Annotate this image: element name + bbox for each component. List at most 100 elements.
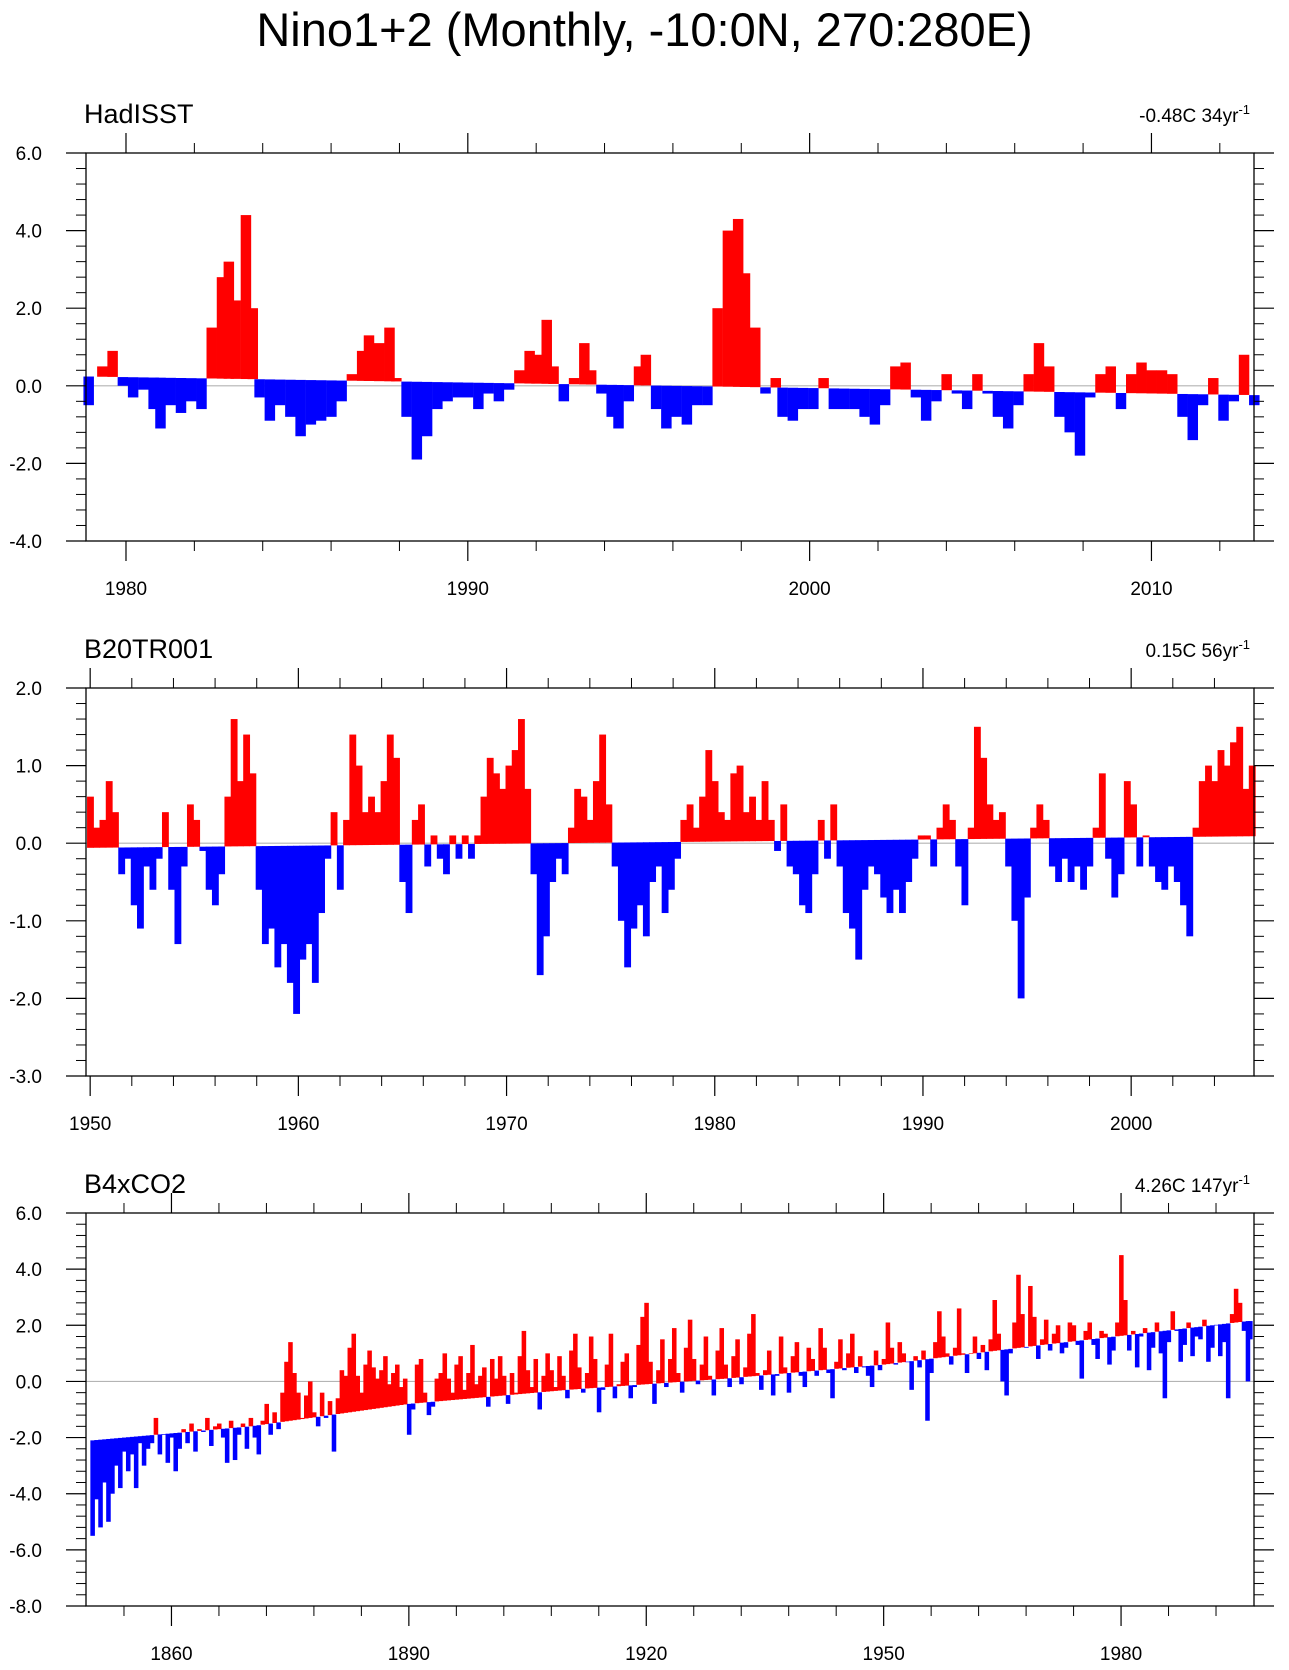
positive-anomaly-bar (719, 1328, 725, 1379)
positive-anomaly-bar (391, 1373, 396, 1407)
positive-anomaly-bar (889, 1347, 895, 1364)
negative-anomaly-bar (137, 1436, 143, 1444)
negative-anomaly-bar (232, 1427, 238, 1461)
negative-anomaly-bar (199, 846, 207, 851)
negative-anomaly-bar (874, 839, 881, 875)
negative-anomaly-bar (1158, 1331, 1164, 1354)
negative-anomaly-bar (254, 379, 265, 398)
positive-anomaly-bar (395, 1364, 400, 1406)
negative-anomaly-bar (691, 386, 703, 406)
positive-anomaly-bar (446, 1378, 451, 1401)
positive-anomaly-bar (205, 1417, 210, 1431)
negative-anomaly-bar (1107, 1337, 1112, 1365)
negative-anomaly-bar (118, 847, 126, 875)
positive-anomaly-bar (687, 1319, 693, 1382)
positive-anomaly-bar (1115, 1322, 1120, 1337)
positive-anomaly-bar (762, 1370, 768, 1376)
positive-anomaly-bar (374, 343, 385, 382)
negative-anomaly-bar (681, 386, 693, 425)
positive-anomaly-bar (230, 719, 238, 847)
negative-anomaly-bar (580, 1388, 586, 1393)
positive-anomaly-bar (213, 1426, 218, 1430)
y-tick-label: -8.0 (9, 1597, 42, 1618)
x-tick-label: 2010 (1130, 579, 1172, 600)
positive-anomaly-bar (636, 1344, 641, 1385)
positive-anomaly-bar (767, 819, 775, 842)
negative-anomaly-bar (1198, 1326, 1203, 1340)
x-tick-label: 2000 (1110, 1114, 1152, 1135)
negative-anomaly-bar (486, 1396, 491, 1407)
negative-anomaly-bar (917, 1360, 922, 1368)
x-tick-label: 1860 (150, 1644, 192, 1665)
panel-title: B20TR001 (84, 634, 213, 664)
negative-anomaly-bar (436, 844, 444, 859)
positive-anomaly-bar (442, 1353, 448, 1401)
y-tick-label: 4.0 (16, 222, 42, 243)
y-tick-label: 2.0 (16, 1316, 42, 1337)
negative-anomaly-bar (711, 1379, 717, 1396)
negative-anomaly-bar (1079, 1340, 1085, 1379)
positive-anomaly-bar (1233, 1288, 1239, 1323)
negative-anomaly-bar (331, 1414, 337, 1452)
negative-anomaly-bar (161, 1434, 167, 1435)
negative-anomaly-bar (1134, 1333, 1140, 1368)
negative-anomaly-bar (802, 1371, 808, 1388)
negative-anomaly-bar (175, 378, 187, 413)
negative-anomaly-bar (774, 1374, 780, 1376)
negative-anomaly-bar (920, 389, 932, 421)
positive-anomaly-bar (414, 1364, 420, 1404)
negative-anomaly-bar (948, 1356, 954, 1365)
positive-anomaly-bar (280, 1392, 285, 1422)
positive-anomaly-bar (1042, 819, 1050, 839)
negative-anomaly-bar (808, 388, 819, 410)
negative-anomaly-bar (1155, 837, 1162, 882)
positive-anomaly-bar (761, 781, 769, 842)
positive-anomaly-bar (605, 804, 613, 843)
positive-anomaly-bar (584, 1373, 590, 1389)
positive-anomaly-bar (216, 277, 228, 379)
x-tick-label: 1980 (105, 579, 147, 600)
negative-anomaly-bar (1061, 838, 1069, 859)
negative-anomaly-bar (859, 388, 870, 417)
x-tick-label: 1960 (277, 1114, 319, 1135)
hadisst-panel: HadISST -0.48C 34yr-1 -4.0 -2.0 0.0 2.0 4.0 6… (9, 99, 1274, 600)
positive-anomaly-bar (1098, 773, 1106, 838)
positive-anomaly-bar (1192, 827, 1200, 837)
positive-anomaly-bar (980, 757, 988, 839)
negative-anomaly-bar (880, 839, 888, 898)
negative-anomaly-bar (143, 847, 151, 867)
negative-anomaly-bar (537, 1392, 543, 1410)
positive-anomaly-bar (972, 1336, 978, 1354)
positive-anomaly-bar (499, 788, 507, 844)
positive-anomaly-bar (561, 1375, 566, 1391)
positive-anomaly-bar (743, 1367, 748, 1377)
positive-anomaly-bar (881, 1358, 887, 1365)
positive-anomaly-bar (292, 1373, 297, 1421)
positive-anomaly-bar (359, 1392, 364, 1411)
negative-anomaly-bar (169, 1433, 175, 1438)
negative-anomaly-bar (285, 379, 296, 417)
positive-anomaly-bar (288, 1342, 293, 1421)
negative-anomaly-bar (299, 845, 307, 960)
y-tick-label: 6.0 (16, 1204, 42, 1225)
positive-anomaly-bar (351, 1333, 357, 1412)
negative-anomaly-bar (83, 376, 94, 406)
negative-anomaly-bar (1186, 836, 1194, 937)
negative-anomaly-bar (318, 845, 325, 914)
negative-anomaly-bar (931, 390, 942, 402)
positive-anomaly-bar (296, 1392, 301, 1420)
negative-anomaly-bar (220, 1428, 226, 1438)
negative-anomaly-bar (1177, 393, 1188, 417)
positive-anomaly-bar (1067, 1322, 1073, 1342)
positive-anomaly-bar (1154, 1322, 1160, 1332)
positive-anomaly-bar (941, 1336, 946, 1358)
positive-anomaly-bar (569, 1350, 574, 1390)
negative-anomaly-bar (612, 1386, 618, 1399)
positive-anomaly-bar (1043, 1319, 1049, 1345)
negative-anomaly-bar (180, 846, 188, 867)
negative-anomaly-bar (276, 1422, 281, 1430)
y-tick-label: 1.0 (16, 757, 42, 778)
negative-anomaly-bar (628, 1385, 634, 1399)
positive-anomaly-bar (240, 215, 252, 380)
negative-anomaly-bar (925, 1359, 930, 1421)
